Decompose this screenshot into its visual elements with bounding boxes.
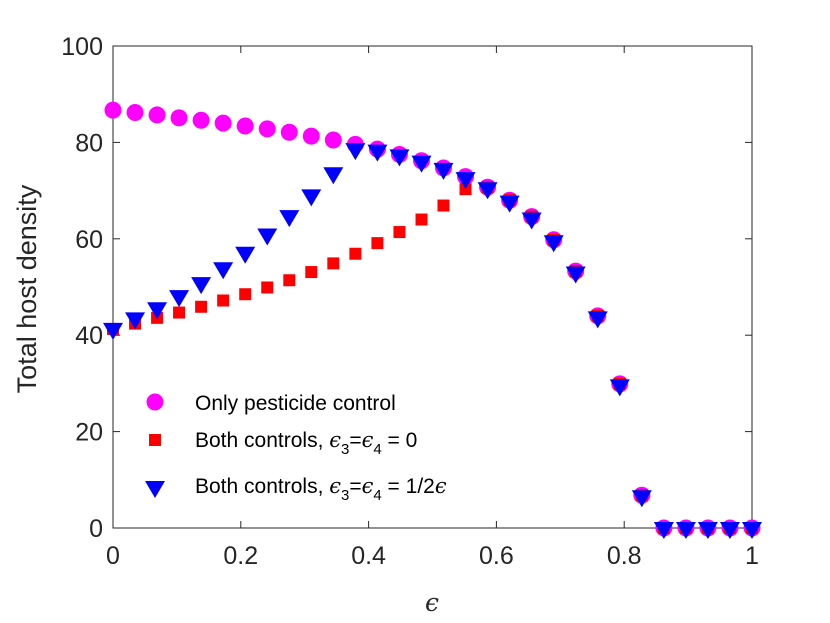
data-point-both-controls-half <box>367 144 388 162</box>
data-layer <box>103 101 762 539</box>
x-tick-label: 0.6 <box>479 542 514 570</box>
data-point-both-controls-half <box>609 379 630 397</box>
data-point-both-controls-half <box>411 155 432 173</box>
y-tick-label: 60 <box>75 226 103 254</box>
data-point-both-controls-half <box>455 172 476 190</box>
data-point-both-controls-half <box>301 189 322 207</box>
data-point-pesticide <box>236 117 254 135</box>
data-point-both-controls-half <box>213 262 234 280</box>
data-point-both-controls-zero <box>173 306 186 319</box>
data-point-both-controls-half <box>543 235 564 253</box>
data-point-both-controls-zero <box>283 274 296 287</box>
legend-label-both-controls-zero: Both controls, ϵ3=ϵ4 = 0 <box>195 428 417 458</box>
data-point-both-controls-zero <box>437 199 450 212</box>
data-point-both-controls-half <box>345 143 366 161</box>
data-point-both-controls-half <box>653 522 674 539</box>
data-point-pesticide <box>104 101 122 119</box>
legend-marker-both-controls-zero <box>149 434 161 446</box>
data-point-pesticide <box>192 111 210 129</box>
x-tick-label: 0.8 <box>607 542 642 570</box>
data-point-both-controls-zero <box>327 257 340 270</box>
data-point-both-controls-half <box>742 522 762 539</box>
data-point-both-controls-zero <box>261 281 274 294</box>
data-point-both-controls-half <box>389 149 410 167</box>
data-point-pesticide <box>126 104 144 122</box>
data-point-both-controls-zero <box>371 237 384 250</box>
legend: Only pesticide control Both controls, ϵ3… <box>145 392 447 504</box>
data-point-both-controls-half <box>169 290 190 308</box>
data-point-both-controls-zero <box>239 288 252 301</box>
data-point-both-controls-half <box>675 522 696 539</box>
data-point-pesticide <box>214 114 232 132</box>
data-point-both-controls-half <box>477 182 498 200</box>
data-point-both-controls-half <box>235 246 256 264</box>
data-point-pesticide <box>148 106 166 124</box>
x-tick-label: 0.4 <box>351 542 386 570</box>
data-point-both-controls-zero <box>459 183 472 196</box>
ticks-layer: 0 0.2 0.4 0.6 0.8 1 0 20 40 60 80 100 <box>61 33 759 570</box>
x-tick-label: 1 <box>745 542 759 570</box>
data-point-pesticide <box>258 120 276 138</box>
data-point-both-controls-half <box>279 210 300 228</box>
data-point-both-controls-half <box>499 195 520 213</box>
data-point-both-controls-zero <box>349 247 362 260</box>
y-tick-label: 40 <box>75 322 103 350</box>
y-tick-label: 100 <box>61 33 103 61</box>
legend-label-pesticide: Only pesticide control <box>195 392 396 415</box>
data-point-both-controls-zero <box>195 300 208 313</box>
x-tick-label: 0 <box>106 542 120 570</box>
data-point-both-controls-half <box>323 167 344 185</box>
legend-marker-pesticide <box>146 393 164 411</box>
data-point-both-controls-half <box>191 277 212 295</box>
data-point-both-controls-half <box>125 312 146 330</box>
y-axis-label: Total host density <box>12 184 42 393</box>
data-point-both-controls-half <box>433 162 454 180</box>
data-point-both-controls-half <box>565 266 586 284</box>
data-point-both-controls-half <box>631 490 652 508</box>
data-point-both-controls-zero <box>393 226 406 239</box>
plot-area-frame <box>112 45 753 529</box>
legend-marker-both-controls-half <box>145 481 165 498</box>
data-point-both-controls-half <box>697 522 718 539</box>
data-point-both-controls-zero <box>305 266 318 279</box>
data-point-pesticide <box>324 131 342 149</box>
data-point-both-controls-half <box>147 302 168 320</box>
y-tick-label: 0 <box>89 515 103 543</box>
axes-layer <box>112 45 753 529</box>
data-point-pesticide <box>302 127 320 145</box>
data-point-pesticide <box>280 123 298 141</box>
y-tick-label: 80 <box>75 129 103 157</box>
x-tick-label: 0.2 <box>223 542 258 570</box>
series-3 <box>103 143 762 539</box>
data-point-pesticide <box>170 109 188 127</box>
legend-label-both-controls-half: Both controls, ϵ3=ϵ4 = 1/2ϵ <box>195 474 447 504</box>
x-axis-label: ϵ <box>425 588 439 617</box>
data-point-both-controls-half <box>719 522 740 539</box>
data-point-both-controls-half <box>103 322 123 340</box>
data-point-both-controls-zero <box>415 213 428 226</box>
data-point-both-controls-half <box>587 311 608 329</box>
y-tick-label: 20 <box>75 419 103 447</box>
data-point-both-controls-half <box>521 212 542 230</box>
data-point-both-controls-zero <box>217 294 230 307</box>
data-point-both-controls-half <box>257 228 278 246</box>
